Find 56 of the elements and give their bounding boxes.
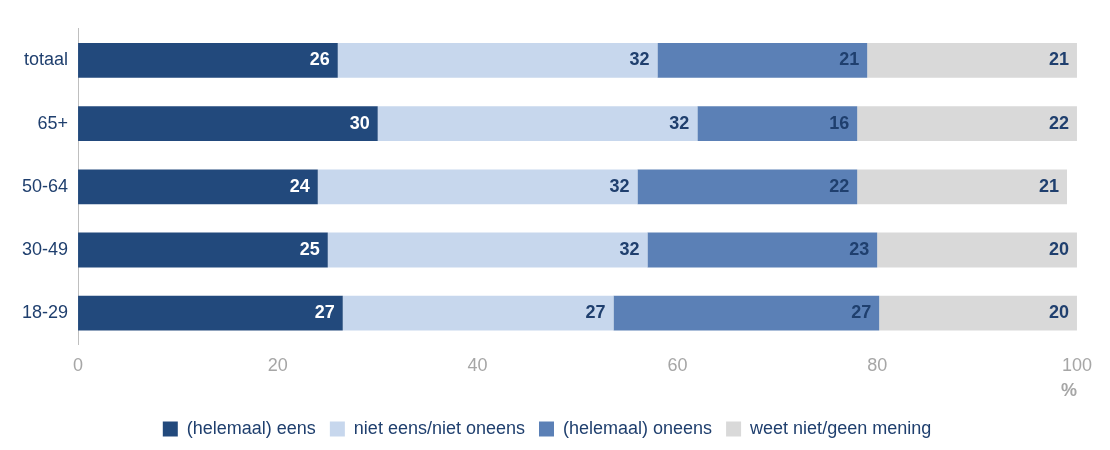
legend-label: (helemaal) eens	[186, 417, 316, 438]
bar	[78, 106, 378, 141]
bar	[337, 43, 658, 78]
data-label: 21	[1048, 49, 1069, 70]
data-label: 20	[1048, 238, 1069, 259]
bar	[857, 106, 1077, 141]
data-label: 24	[289, 175, 310, 196]
x-axis-title: %	[1060, 380, 1077, 401]
x-tick-label: 40	[467, 354, 488, 375]
bar	[613, 295, 880, 331]
data-label: 27	[851, 302, 872, 323]
data-label: 22	[1048, 112, 1069, 133]
legend-label: niet eens/niet oneens	[353, 417, 525, 438]
x-tick-label: 0	[73, 354, 84, 375]
bar	[879, 295, 1077, 331]
bar	[877, 232, 1077, 268]
y-tick-label: totaal	[23, 49, 69, 70]
bar	[78, 169, 318, 205]
data-label: 32	[619, 238, 640, 259]
bar	[377, 106, 698, 141]
data-label: 26	[309, 49, 330, 70]
data-label: 25	[299, 238, 320, 259]
x-tick-label: 60	[667, 354, 688, 375]
x-tick-label: 20	[267, 354, 288, 375]
y-tick-label: 65+	[37, 112, 69, 133]
bar	[342, 295, 614, 331]
data-label: 27	[314, 302, 335, 323]
bar	[857, 169, 1067, 205]
x-tick-label: 100	[1061, 354, 1093, 375]
legend-label: (helemaal) oneens	[562, 417, 713, 438]
data-label: 22	[829, 175, 850, 196]
bar	[78, 43, 338, 78]
data-label: 32	[609, 175, 630, 196]
data-label: 16	[829, 112, 850, 133]
bar	[317, 169, 638, 205]
x-tick-label: 80	[867, 354, 888, 375]
bar	[867, 43, 1077, 78]
bar	[647, 232, 878, 268]
data-label: 20	[1048, 302, 1069, 323]
bar	[78, 295, 343, 331]
y-tick-label: 18-29	[21, 302, 69, 323]
bar	[697, 106, 858, 141]
data-label: 21	[839, 49, 860, 70]
data-label: 21	[1038, 175, 1059, 196]
bar	[637, 169, 858, 205]
bar	[78, 232, 328, 268]
legend-label: weet niet/geen mening	[749, 417, 932, 438]
data-label: 30	[349, 112, 370, 133]
bar	[327, 232, 648, 268]
data-label: 32	[669, 112, 690, 133]
bar	[657, 43, 868, 78]
data-label: 23	[849, 238, 870, 259]
data-label: 32	[629, 49, 650, 70]
y-tick-label: 50-64	[21, 175, 69, 196]
data-label: 27	[585, 302, 606, 323]
y-tick-label: 30-49	[21, 238, 69, 259]
